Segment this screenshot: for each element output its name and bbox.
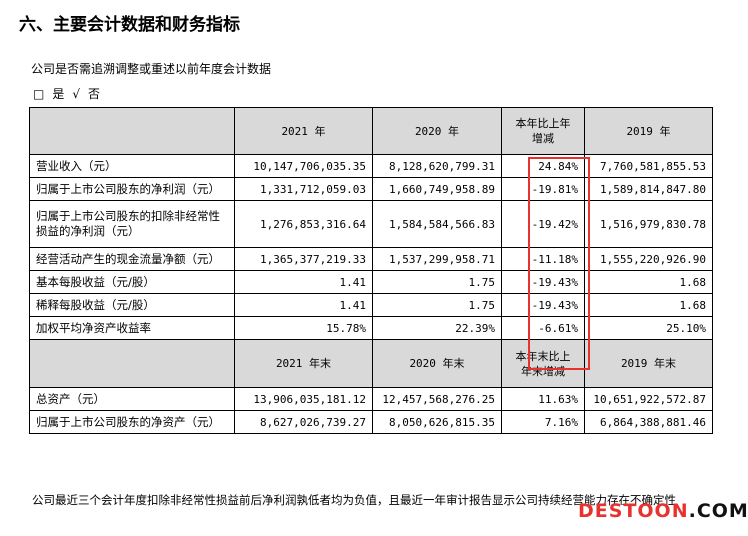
row-label: 营业收入（元） <box>29 154 235 178</box>
table-row: 加权平均净资产收益率 15.78% 22.39% -6.61% 25.10% <box>29 316 713 340</box>
row-label: 归属于上市公司股东的净利润（元） <box>29 177 235 201</box>
header-cell: 2020 年末 <box>372 339 502 388</box>
value-cell: 8,128,620,799.31 <box>372 154 502 178</box>
value-cell: 1,537,299,958.71 <box>372 247 502 271</box>
row-label: 基本每股收益（元/股） <box>29 270 235 294</box>
table-row: 总资产（元） 13,906,035,181.12 12,457,568,276.25… <box>29 387 713 411</box>
value-cell: 10,651,922,572.87 <box>584 387 713 411</box>
watermark-logo: DESTOON.COM <box>578 500 748 522</box>
checkbox-icon: □ <box>33 87 45 101</box>
financial-table: 2021 年 2020 年本年比上年 增减 2019 年营业收入（元） 10,147,7… <box>29 107 713 434</box>
header-cell <box>29 107 235 155</box>
value-cell: 10,147,706,035.35 <box>234 154 373 178</box>
value-cell: 8,050,626,815.35 <box>372 410 502 434</box>
value-cell: 12,457,568,276.25 <box>372 387 502 411</box>
header-cell: 本年比上年 增减 <box>501 107 585 155</box>
table-header-row: 2021 年 2020 年本年比上年 增减 2019 年 <box>29 107 713 155</box>
row-label: 稀释每股收益（元/股） <box>29 293 235 317</box>
value-cell: 1,584,584,566.83 <box>372 200 502 248</box>
table-row: 经营活动产生的现金流量净额（元） 1,365,377,219.33 1,537,29… <box>29 247 713 271</box>
table-row: 稀释每股收益（元/股） 1.41 1.75 -19.43% 1.68 <box>29 293 713 317</box>
table-row: 营业收入（元） 10,147,706,035.35 8,128,620,799.31… <box>29 154 713 178</box>
table-header-row: 2021 年末 2020 年末 本年末比上 年末增减 2019 年末 <box>29 339 713 388</box>
row-label: 归属于上市公司股东的扣除非经常性损益的净利润（元） <box>29 200 235 248</box>
header-cell: 2021 年 <box>234 107 373 155</box>
value-cell: 6,864,388,881.46 <box>584 410 713 434</box>
value-cell: 1.68 <box>584 270 713 294</box>
value-cell: 1,555,220,926.90 <box>584 247 713 271</box>
value-cell: -19.81% <box>501 177 585 201</box>
restatement-choice: □ 是 √ 否 <box>33 85 108 102</box>
value-cell: -6.61% <box>501 316 585 340</box>
value-cell: -11.18% <box>501 247 585 271</box>
table-row: 归属于上市公司股东的净利润（元） 1,331,712,059.03 1,660,74… <box>29 177 713 201</box>
value-cell: 8,627,026,739.27 <box>234 410 373 434</box>
header-cell: 2019 年末 <box>584 339 713 388</box>
value-cell: 1,660,749,958.89 <box>372 177 502 201</box>
change-highlight-box <box>528 157 590 370</box>
value-cell: 1.41 <box>234 270 373 294</box>
value-cell: 13,906,035,181.12 <box>234 387 373 411</box>
section-heading: 六、主要会计数据和财务指标 <box>19 15 240 35</box>
value-cell: 15.78% <box>234 316 373 340</box>
row-label: 归属于上市公司股东的净资产（元） <box>29 410 235 434</box>
value-cell: 1.41 <box>234 293 373 317</box>
header-cell: 2020 年 <box>372 107 502 155</box>
value-cell: 1,516,979,830.78 <box>584 200 713 248</box>
financial-table-body: 2021 年 2020 年本年比上年 增减 2019 年营业收入（元） 10,147,7… <box>29 107 713 434</box>
value-cell: 11.63% <box>501 387 585 411</box>
check-icon: √ <box>72 87 81 101</box>
value-cell: 1,589,814,847.80 <box>584 177 713 201</box>
header-cell <box>29 339 235 388</box>
value-cell: 22.39% <box>372 316 502 340</box>
value-cell: 1,276,853,316.64 <box>234 200 373 248</box>
choice-yes: 是 <box>52 87 65 101</box>
value-cell: 25.10% <box>584 316 713 340</box>
table-row: 基本每股收益（元/股） 1.41 1.75 -19.43% 1.68 <box>29 270 713 294</box>
table-row: 归属于上市公司股东的净资产（元） 8,627,026,739.27 8,050,62… <box>29 410 713 434</box>
value-cell: 1.68 <box>584 293 713 317</box>
value-cell: 1.75 <box>372 293 502 317</box>
value-cell: 7.16% <box>501 410 585 434</box>
row-label: 总资产（元） <box>29 387 235 411</box>
intro-text: 公司是否需追溯调整或重述以前年度会计数据 <box>31 62 272 76</box>
row-label: 经营活动产生的现金流量净额（元） <box>29 247 235 271</box>
header-cell: 2019 年 <box>584 107 713 155</box>
table-row: 归属于上市公司股东的扣除非经常性损益的净利润（元） 1,276,853,316.6… <box>29 200 713 248</box>
row-label: 加权平均净资产收益率 <box>29 316 235 340</box>
footnote: 公司最近三个会计年度扣除非经常性损益前后净利润孰低者均为负值，且最近一年审计报告… <box>32 493 676 507</box>
header-cell: 2021 年末 <box>234 339 373 388</box>
value-cell: 1,365,377,219.33 <box>234 247 373 271</box>
value-cell: 7,760,581,855.53 <box>584 154 713 178</box>
choice-no: 否 <box>88 87 101 101</box>
value-cell: 1.75 <box>372 270 502 294</box>
value-cell: 1,331,712,059.03 <box>234 177 373 201</box>
